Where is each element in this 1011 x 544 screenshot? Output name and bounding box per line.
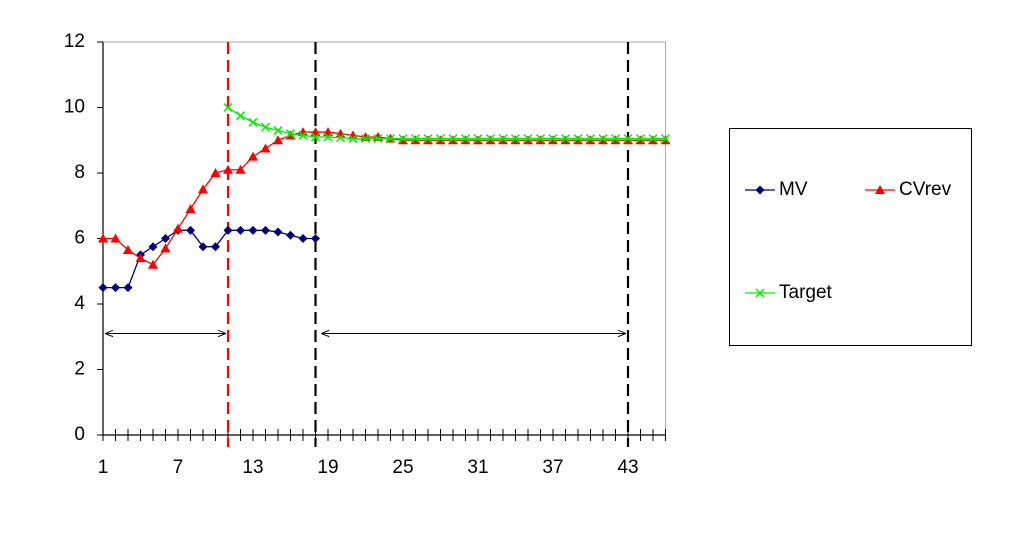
point (148, 242, 158, 252)
x-tick-label: 31 (467, 457, 488, 478)
point (498, 134, 508, 144)
legend-entry: MV (745, 179, 808, 200)
point (660, 134, 671, 144)
point (423, 134, 433, 144)
point (260, 122, 271, 132)
point (148, 259, 158, 269)
point (173, 223, 183, 233)
series-line (227, 106, 666, 140)
plot-frame (102, 41, 666, 436)
point (410, 134, 421, 144)
legend-entry: Target (745, 282, 833, 303)
point (223, 225, 233, 235)
point (160, 243, 171, 253)
point (223, 164, 233, 174)
legend-label: CVrev (899, 179, 952, 200)
point (373, 134, 383, 144)
y-tick-label: 4 (74, 293, 85, 314)
point (623, 134, 633, 144)
legend-label: Target (779, 282, 833, 303)
point (560, 134, 571, 144)
point (123, 283, 133, 293)
y-tick-label: 10 (64, 97, 85, 118)
x-tick-label: 25 (392, 457, 413, 478)
point (448, 134, 458, 144)
point (310, 132, 321, 142)
x-tick-label: 7 (173, 457, 184, 478)
point (485, 134, 496, 144)
series-line (103, 131, 666, 266)
point (298, 234, 308, 243)
point (235, 111, 246, 121)
point (260, 143, 271, 153)
point (348, 134, 358, 144)
series-line (103, 229, 316, 289)
point (635, 134, 646, 144)
y-tick-label: 2 (74, 359, 85, 380)
point (535, 134, 546, 144)
point (185, 204, 196, 214)
point (335, 133, 346, 143)
point (110, 233, 121, 243)
point (198, 184, 208, 194)
point (435, 134, 446, 144)
point (460, 134, 471, 144)
point (111, 283, 120, 293)
point (648, 134, 658, 144)
point (585, 134, 596, 144)
point (198, 242, 208, 252)
point (523, 134, 533, 144)
legend-marker (875, 185, 885, 194)
y-tick-label: 6 (74, 228, 85, 249)
point (510, 134, 521, 144)
legend-marker (755, 185, 765, 195)
x-tick-label: 1 (98, 457, 109, 478)
point (98, 233, 108, 243)
point (211, 242, 220, 252)
point (273, 135, 283, 145)
x-tick-label: 19 (317, 457, 338, 478)
point (548, 134, 558, 144)
legend-entry: CVrev (865, 179, 952, 200)
point (261, 225, 270, 235)
point (273, 125, 283, 135)
point (360, 134, 371, 144)
legend-box (729, 128, 972, 346)
x-tick-label: 37 (542, 457, 563, 478)
x-tick-label: 13 (242, 457, 263, 478)
point (98, 283, 108, 293)
point (398, 134, 408, 144)
point (161, 234, 170, 243)
point (210, 168, 221, 177)
point (385, 134, 396, 144)
point (285, 129, 296, 139)
y-tick-label: 12 (64, 31, 85, 52)
x-tick-label: 43 (617, 457, 638, 478)
point (248, 117, 258, 127)
point (186, 225, 195, 235)
point (286, 230, 295, 240)
y-tick-label: 0 (74, 424, 85, 445)
point (273, 227, 283, 237)
point (123, 244, 133, 254)
point (248, 225, 258, 235)
point (135, 253, 146, 263)
point (235, 164, 246, 174)
point (573, 134, 583, 144)
point (473, 134, 483, 144)
legend-marker (755, 288, 765, 298)
point (311, 234, 320, 243)
point (610, 134, 621, 144)
point (236, 225, 245, 235)
point (598, 134, 608, 144)
point (248, 151, 258, 161)
point (298, 130, 308, 140)
point (223, 102, 233, 113)
y-tick-label: 8 (74, 162, 85, 183)
point (323, 132, 333, 142)
legend-label: MV (779, 179, 808, 200)
